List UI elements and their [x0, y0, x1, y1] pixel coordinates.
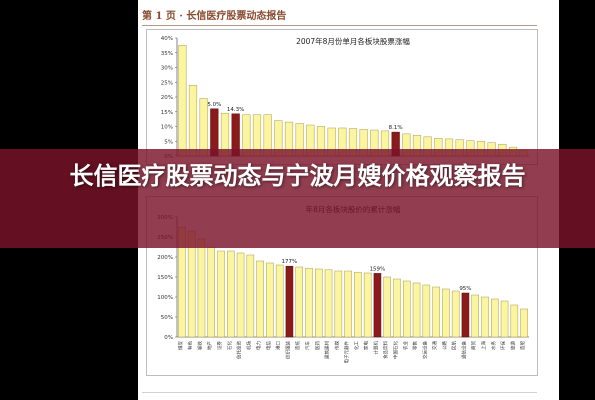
bar — [363, 272, 372, 338]
y-tick-label: 30% — [161, 66, 173, 72]
x-tick-label: 公路 — [441, 341, 448, 350]
bar — [383, 276, 391, 338]
y-tick-label: 100% — [157, 295, 173, 301]
x-tick-label: 有色 — [187, 341, 194, 350]
bar — [207, 246, 215, 338]
bar — [295, 266, 303, 338]
banner-title: 长信医疗股票动态与宁波月嫂价格观察报告 — [69, 162, 526, 190]
x-tick-label: 计算机 — [372, 341, 379, 355]
bar — [315, 268, 323, 338]
y-tick-label: 5% — [164, 139, 173, 145]
bar — [471, 294, 479, 338]
bar — [275, 264, 284, 338]
bar — [481, 296, 489, 338]
bar — [412, 282, 421, 338]
bar — [266, 262, 274, 338]
x-tick-label: 钢铁 — [196, 341, 203, 350]
x-tick-label: 医药 — [314, 341, 321, 350]
x-tick-label: 食品饮料 — [382, 341, 389, 359]
x-tick-label: 造船 — [519, 341, 526, 350]
y-tick-label: 40% — [161, 36, 173, 42]
page-header: 第 1 页 · 长信医疗股票动态报告 — [142, 11, 287, 22]
bar — [491, 298, 499, 338]
highlight-bar — [285, 265, 294, 338]
x-tick-label: 地产 — [206, 341, 213, 350]
bar — [197, 238, 206, 338]
x-tick-label: 交运设备 — [421, 341, 428, 359]
x-tick-label: 通信设备 — [460, 341, 467, 359]
x-tick-label: 机场 — [245, 341, 252, 350]
x-tick-label: 零售 — [412, 341, 419, 350]
x-tick-label: 电力 — [255, 341, 262, 350]
x-tick-label: 旅游 — [509, 341, 516, 350]
x-tick-label: 证券 — [216, 341, 223, 350]
bar — [256, 260, 264, 338]
bar — [451, 290, 460, 338]
bar — [393, 278, 401, 338]
monthly-gain-chart: 2007年8月份单月各板块股票涨幅0%5%10%15%20%25%30%35%4… — [146, 29, 538, 165]
bar — [178, 45, 187, 157]
monthly-gain-chart-svg: 2007年8月份单月各板块股票涨幅0%5%10%15%20%25%30%35%4… — [161, 36, 529, 160]
data-label: 95% — [459, 286, 471, 292]
bar — [432, 286, 440, 338]
data-label: 5.0% — [207, 102, 221, 108]
highlight-bar — [461, 292, 470, 338]
x-tick-label: 民航 — [451, 341, 458, 350]
y-tick-label: 50% — [161, 315, 173, 321]
highlight-bar — [373, 273, 382, 338]
bar — [422, 284, 431, 338]
x-tick-label: 传媒 — [333, 341, 340, 350]
bar — [324, 269, 333, 338]
x-tick-label: 煤炭 — [177, 341, 184, 350]
bar — [236, 252, 245, 338]
x-tick-label: 上海 — [480, 341, 487, 350]
x-tick-label: 化工 — [353, 341, 360, 350]
chart-title: 2007年8月份单月各板块股票涨幅 — [296, 36, 410, 46]
bar — [403, 280, 411, 338]
y-tick-label: 35% — [161, 51, 173, 57]
x-tick-label: 电子元器件 — [343, 341, 350, 364]
bar — [334, 270, 343, 338]
bar — [520, 308, 528, 338]
bar — [510, 304, 519, 338]
data-label: 8.1% — [389, 125, 403, 131]
x-tick-label: 信托投资 — [236, 341, 243, 359]
bar — [188, 84, 198, 157]
y-tick-label: 200% — [157, 255, 173, 261]
x-tick-label: 纺织服装 — [284, 341, 291, 359]
data-label: 177% — [282, 259, 298, 265]
bar — [305, 267, 313, 338]
y-tick-label: 0% — [164, 335, 173, 341]
data-label: 159% — [370, 266, 386, 272]
x-tick-label: 交通 — [431, 341, 438, 350]
x-tick-label: 石化 — [226, 341, 233, 350]
x-tick-label: 建筑建材 — [324, 341, 331, 359]
x-tick-label: 农业 — [402, 341, 409, 350]
bar — [344, 270, 352, 338]
x-tick-label: 港口 — [275, 341, 282, 350]
x-tick-label: 造纸 — [294, 341, 301, 350]
x-tick-label: 中国石化 — [392, 341, 399, 359]
footer-rule — [142, 392, 537, 393]
title-banner — [0, 149, 595, 248]
y-tick-label: 150% — [157, 275, 173, 281]
y-tick-label: 10% — [161, 125, 173, 131]
y-tick-label: 25% — [161, 80, 173, 86]
x-tick-label: 水务 — [490, 341, 497, 350]
y-tick-label: 20% — [161, 95, 173, 101]
bar — [227, 250, 235, 338]
header-rule — [142, 25, 537, 26]
x-tick-label: 汽车 — [304, 341, 311, 350]
bar — [354, 271, 362, 338]
bar — [500, 300, 509, 338]
x-tick-label: 电信 — [265, 341, 272, 350]
x-tick-label: 环保 — [500, 341, 507, 350]
bar — [246, 254, 255, 338]
y-tick-label: 15% — [161, 110, 173, 116]
x-tick-label: 家电 — [363, 341, 370, 350]
data-label: 14.3% — [227, 107, 244, 113]
bar — [217, 250, 225, 338]
bar — [442, 288, 450, 338]
x-tick-label: 商贸 — [470, 341, 477, 350]
